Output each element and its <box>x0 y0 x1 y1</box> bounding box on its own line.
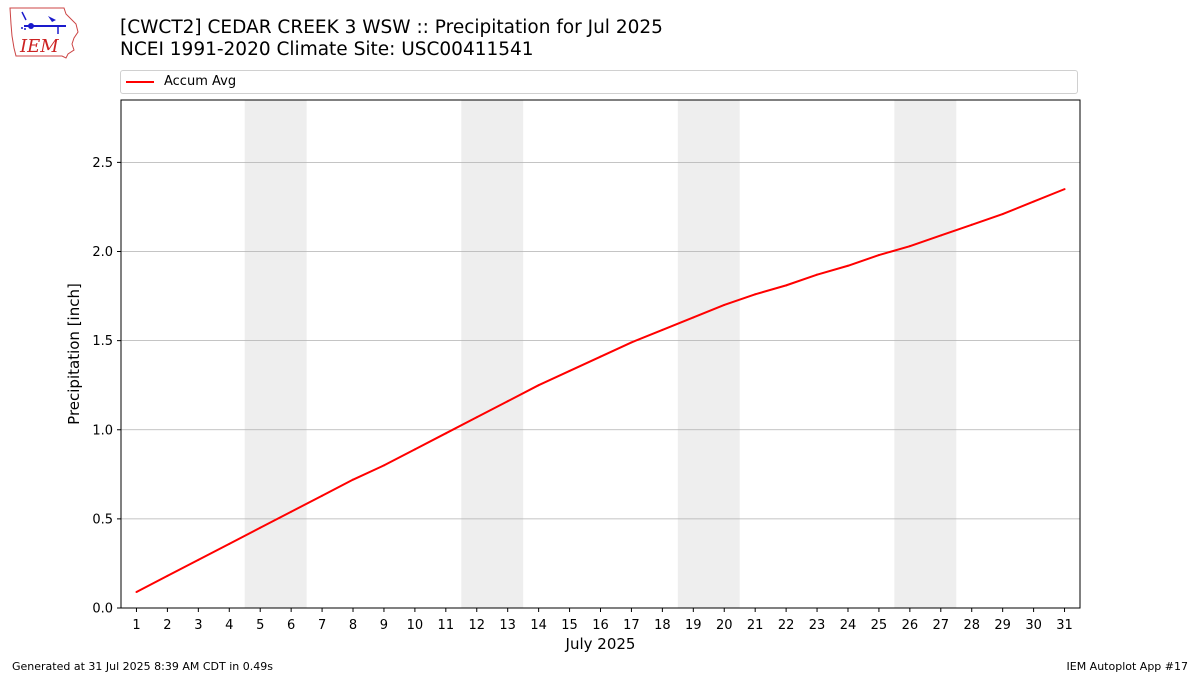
data-point-day-22 <box>785 284 788 287</box>
data-point-day-20 <box>723 303 726 306</box>
x-tick-label-3: 4 <box>225 618 233 633</box>
footer-generated: Generated at 31 Jul 2025 8:39 AM CDT in … <box>12 660 273 673</box>
chart-title: [CWCT2] CEDAR CREEK 3 WSW :: Precipitati… <box>120 17 663 38</box>
x-tick-label-14: 15 <box>561 618 578 633</box>
x-tick-label-13: 14 <box>530 618 547 633</box>
legend-label-accum-avg: Accum Avg <box>164 74 237 89</box>
data-point-day-11 <box>444 432 447 435</box>
data-point-day-30 <box>1032 200 1035 203</box>
data-point-day-24 <box>846 264 849 267</box>
weekend-band-2 <box>461 100 524 608</box>
data-point-day-28 <box>970 223 973 226</box>
x-tick-label-2: 3 <box>194 618 202 633</box>
weekend-band-3 <box>677 100 740 608</box>
iem-logo-icon: IEM <box>9 7 79 59</box>
x-tick-label-5: 6 <box>287 618 295 633</box>
data-point-day-8 <box>352 478 355 481</box>
y-axis-label: Precipitation [inch] <box>65 283 83 425</box>
x-tick-label-12: 13 <box>499 618 516 633</box>
chart-subtitle: NCEI 1991-2020 Climate Site: USC00411541 <box>120 39 534 60</box>
weekend-band-4 <box>894 100 957 608</box>
x-tick-label-26: 27 <box>933 618 950 633</box>
x-tick-label-6: 7 <box>318 618 326 633</box>
data-point-day-29 <box>1001 213 1004 216</box>
data-point-day-16 <box>599 355 602 358</box>
data-point-day-27 <box>939 234 942 237</box>
data-point-day-3 <box>197 558 200 561</box>
x-tick-label-22: 23 <box>809 618 826 633</box>
x-tick-label-24: 25 <box>871 618 888 633</box>
data-point-day-10 <box>413 448 416 451</box>
x-tick-label-1: 2 <box>163 618 171 633</box>
x-tick-label-8: 9 <box>380 618 388 633</box>
x-tick-label-21: 22 <box>778 618 795 633</box>
y-tick-label-3: 1.5 <box>92 334 113 349</box>
x-tick-label-15: 16 <box>592 618 609 633</box>
logo-text: IEM <box>19 36 59 57</box>
x-tick-label-28: 29 <box>994 618 1011 633</box>
data-point-day-13 <box>506 400 509 403</box>
data-point-day-2 <box>166 574 169 577</box>
x-tick-label-20: 21 <box>747 618 764 633</box>
x-axis-label: July 2025 <box>565 635 636 653</box>
data-point-day-14 <box>537 384 540 387</box>
x-tick-label-27: 28 <box>963 618 980 633</box>
data-point-day-5 <box>259 526 262 529</box>
data-point-day-1 <box>135 590 138 593</box>
data-point-day-18 <box>661 328 664 331</box>
legend-swatch-accum-avg <box>126 81 154 83</box>
y-tick-label-2: 1.0 <box>92 423 113 438</box>
x-tick-label-17: 18 <box>654 618 671 633</box>
data-point-day-4 <box>228 542 231 545</box>
data-point-day-12 <box>475 416 478 419</box>
x-tick-label-30: 31 <box>1056 618 1073 633</box>
x-tick-label-4: 5 <box>256 618 264 633</box>
x-tick-label-25: 26 <box>902 618 919 633</box>
x-tick-label-18: 19 <box>685 618 702 633</box>
x-tick-label-11: 12 <box>468 618 485 633</box>
data-point-day-21 <box>754 293 757 296</box>
data-point-day-9 <box>382 464 385 467</box>
x-tick-label-0: 1 <box>132 618 140 633</box>
data-point-day-19 <box>692 316 695 319</box>
y-tick-label-5: 2.5 <box>92 156 113 171</box>
x-tick-label-9: 10 <box>407 618 424 633</box>
data-point-day-6 <box>290 510 293 513</box>
y-tick-label-0: 0.0 <box>92 602 113 617</box>
weekend-band-1 <box>244 100 307 608</box>
data-point-day-23 <box>816 273 819 276</box>
x-tick-label-7: 8 <box>349 618 357 633</box>
x-tick-label-23: 24 <box>840 618 857 633</box>
data-point-day-31 <box>1063 188 1066 191</box>
x-tick-label-16: 17 <box>623 618 640 633</box>
data-point-day-25 <box>877 254 880 257</box>
legend: Accum Avg <box>120 70 1078 94</box>
data-point-day-17 <box>630 341 633 344</box>
x-tick-label-29: 30 <box>1025 618 1042 633</box>
y-tick-label-4: 2.0 <box>92 245 113 260</box>
x-tick-label-10: 11 <box>438 618 455 633</box>
footer-app: IEM Autoplot App #17 <box>1066 660 1189 673</box>
data-point-day-7 <box>321 494 324 497</box>
data-point-day-15 <box>568 369 571 372</box>
data-point-day-26 <box>908 245 911 248</box>
x-tick-label-19: 20 <box>716 618 733 633</box>
y-tick-label-1: 0.5 <box>92 512 113 527</box>
